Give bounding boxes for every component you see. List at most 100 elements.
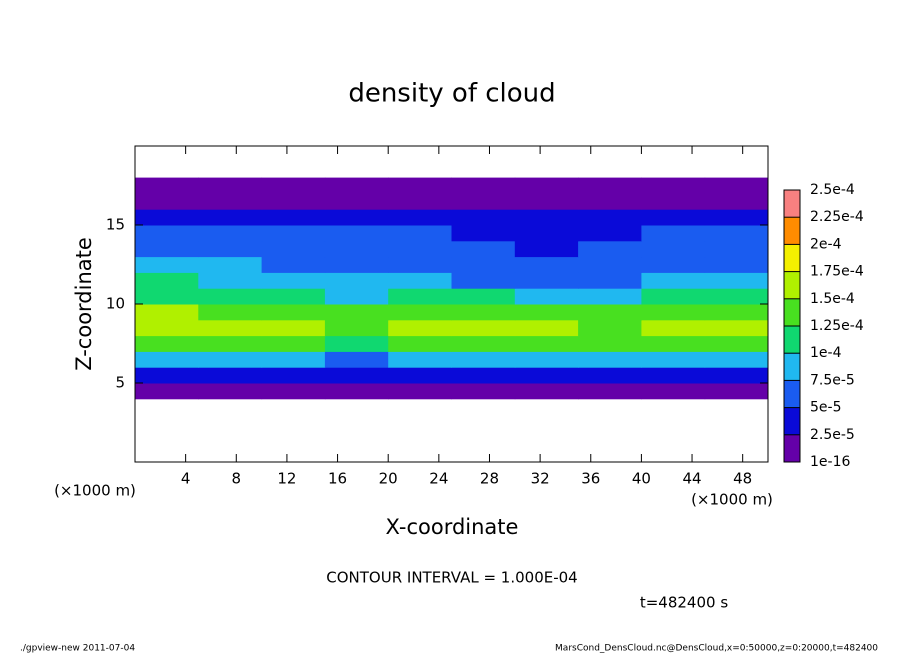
colorbar-label: 1.75e-4: [810, 264, 864, 280]
contour-cell: [198, 256, 263, 273]
contour-cell: [198, 367, 263, 384]
contour-cell: [514, 351, 579, 368]
contour-cell: [704, 288, 769, 305]
contour-cell: [135, 225, 199, 242]
contour-cell: [261, 240, 326, 258]
contour-cell: [704, 240, 769, 258]
colorbar-segment: [784, 244, 800, 272]
contour-cell: [198, 335, 263, 352]
colorbar-segment: [784, 298, 800, 326]
colorbar-segment: [784, 434, 800, 462]
colorbar-segment: [784, 217, 800, 245]
x-axis-label: X-coordinate: [386, 515, 519, 539]
y-tick-label: 10: [106, 295, 125, 313]
x-tick-label: 32: [531, 470, 550, 488]
contour-cell: [324, 319, 389, 337]
contour-cell: [324, 240, 389, 258]
contour-cell: [135, 383, 199, 400]
contour-cell: [261, 272, 326, 289]
contour-cell: [261, 177, 326, 194]
contour-cell: [198, 177, 263, 194]
chart-title: density of cloud: [348, 79, 555, 109]
contour-cell: [704, 272, 769, 289]
colorbar-segment: [784, 407, 800, 435]
contour-cell: [198, 319, 263, 337]
contour-cell: [388, 288, 452, 305]
contour-cell: [641, 288, 706, 305]
contour-cell: [451, 351, 516, 368]
colorbar-segment: [784, 353, 800, 381]
contour-cell: [388, 209, 452, 226]
contour-cell: [388, 335, 452, 352]
contour-cell: [324, 288, 389, 305]
y-tick-label: 5: [115, 374, 125, 392]
contour-cell: [578, 272, 642, 289]
contour-cell: [641, 177, 706, 194]
contour-cell: [388, 351, 452, 368]
contour-cell: [135, 177, 199, 194]
contour-cell: [578, 225, 642, 242]
contour-cell: [704, 209, 769, 226]
contour-cell: [578, 335, 642, 352]
contour-cell: [514, 335, 579, 352]
contour-cell: [451, 288, 516, 305]
contour-cell: [135, 272, 199, 289]
contour-cell: [324, 383, 389, 400]
contour-cell: [324, 335, 389, 352]
y-axis-label: Z-coordinate: [72, 237, 96, 371]
contour-cell: [514, 177, 579, 194]
contour-cell: [261, 319, 326, 337]
contour-cell: [704, 383, 769, 400]
contour-cell: [135, 288, 199, 305]
contour-cell: [704, 319, 769, 337]
colorbar-label: 7.5e-5: [810, 372, 855, 388]
x-tick-label: 48: [733, 470, 752, 488]
contour-cell: [198, 304, 263, 321]
colorbar-segment: [784, 271, 800, 299]
colorbar-label: 2.25e-4: [810, 209, 864, 225]
contour-cell: [451, 319, 516, 337]
colorbar-label: 2.5e-4: [810, 182, 855, 198]
contour-cell: [261, 209, 326, 226]
contour-cell: [261, 383, 326, 400]
contour-cell: [641, 240, 706, 258]
colorbar-label: 1.5e-4: [810, 291, 855, 307]
contour-cell: [451, 304, 516, 321]
contour-cell: [451, 209, 516, 226]
contour-cell: [451, 367, 516, 384]
contour-cell: [514, 367, 579, 384]
contour-cell: [641, 335, 706, 352]
contour-cell: [388, 367, 452, 384]
x-tick-label: 24: [429, 470, 448, 488]
contour-cell: [324, 304, 389, 321]
x-unit-label: (×1000 m): [54, 482, 136, 500]
contour-cell: [261, 225, 326, 242]
contour-cell: [198, 193, 263, 210]
contour-cell: [324, 177, 389, 194]
contour-cell: [704, 256, 769, 273]
contour-cell: [578, 351, 642, 368]
colorbar-label: 2e-4: [810, 236, 842, 252]
contour-cell: [578, 304, 642, 321]
contour-cell: [135, 351, 199, 368]
contour-cell: [641, 351, 706, 368]
contour-cell: [514, 240, 579, 258]
contour-cell: [514, 193, 579, 210]
contour-cell: [641, 383, 706, 400]
contour-cell: [261, 256, 326, 273]
contour-cell: [135, 209, 199, 226]
contour-cell: [261, 193, 326, 210]
contour-cell: [388, 272, 452, 289]
contour-cell: [388, 383, 452, 400]
x-tick-label: 44: [682, 470, 701, 488]
x-tick-label: 40: [632, 470, 651, 488]
contour-cell: [514, 288, 579, 305]
contour-cell: [641, 256, 706, 273]
contour-cell: [578, 319, 642, 337]
contour-cell: [641, 272, 706, 289]
contour-cell: [451, 193, 516, 210]
contour-cell: [578, 177, 642, 194]
contour-cell: [578, 209, 642, 226]
contour-cell: [198, 272, 263, 289]
